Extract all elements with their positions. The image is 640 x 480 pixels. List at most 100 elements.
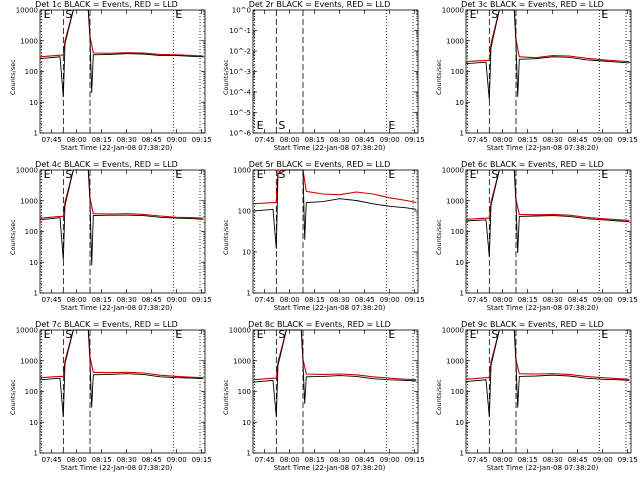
y-tick-label: 100 — [238, 388, 251, 396]
y-tick-label: 10 — [242, 249, 251, 257]
y-tick-label: 10 — [455, 99, 464, 107]
x-tick-label: 07:45 — [255, 296, 275, 304]
y-tick-label: 1000 — [446, 197, 464, 205]
x-tick-label: 08:15 — [305, 136, 325, 144]
x-tick-label: 08:15 — [305, 456, 325, 464]
plot-frame — [465, 169, 632, 294]
detector-panel: Det 9c BLACK = Events, RED = LLD 1 10 100 10… — [426, 320, 639, 480]
y-axis-label: Counts/sec — [9, 59, 17, 95]
x-tick-label: 09:15 — [405, 136, 425, 144]
time-marker-label: S — [65, 328, 72, 341]
time-marker-label: E — [470, 168, 477, 181]
y-tick-label: 1 — [460, 290, 464, 298]
x-tick-label: 08:15 — [92, 296, 112, 304]
x-tick-label: 08:30 — [330, 296, 350, 304]
x-tick-label: 07:45 — [255, 456, 275, 464]
x-tick-label: 08:45 — [355, 136, 375, 144]
y-tick-label: 1 — [460, 450, 464, 458]
time-marker-label: S — [491, 168, 498, 181]
events-series-line — [39, 169, 204, 266]
time-marker-label: E — [601, 168, 608, 181]
x-tick-label: 08:30 — [117, 136, 137, 144]
time-marker-label: E — [257, 168, 264, 181]
x-tick-label: 09:00 — [593, 456, 613, 464]
y-tick-label: 10^-2 — [229, 48, 251, 56]
x-tick-label: 08:00 — [280, 456, 300, 464]
time-marker-label: S — [278, 328, 285, 341]
events-series-line — [39, 329, 204, 417]
x-tick-label: 08:30 — [330, 456, 350, 464]
x-tick-label: 09:00 — [167, 456, 187, 464]
x-tick-label: 08:15 — [518, 136, 538, 144]
time-marker-label: E — [175, 8, 182, 21]
x-axis-label: Start Time (22-Jan-08 07:38:20) — [486, 304, 599, 312]
y-tick-label: 10000 — [16, 7, 38, 15]
panel-plot: 1 10 100 1000 10000 07:45 08:00 08:15 08:30 08:45… — [16, 327, 212, 465]
x-axis-label: Start Time (22-Jan-08 07:38:20) — [273, 144, 386, 152]
x-axis-label: Start Time (22-Jan-08 07:38:20) — [273, 304, 386, 312]
lld-series-line — [252, 329, 417, 381]
plot-frame — [252, 169, 419, 294]
x-tick-label: 09:00 — [593, 296, 613, 304]
panel-title: Det 6c BLACK = Events, RED = LLD — [461, 160, 604, 169]
y-tick-label: 1000 — [446, 357, 464, 365]
x-axis-label: Start Time (22-Jan-08 07:38:20) — [273, 464, 386, 472]
time-marker-label: E — [175, 328, 182, 341]
plot-frame — [252, 329, 419, 454]
y-tick-label: 1000 — [233, 357, 251, 365]
plot-frame — [465, 329, 632, 454]
time-marker-label: S — [491, 328, 498, 341]
x-tick-label: 09:15 — [192, 136, 212, 144]
x-tick-label: 07:45 — [468, 456, 488, 464]
x-tick-label: 08:00 — [67, 296, 87, 304]
x-tick-label: 08:30 — [330, 136, 350, 144]
x-tick-label: 09:00 — [380, 136, 400, 144]
x-tick-label: 08:00 — [493, 296, 513, 304]
y-tick-label: 100 — [25, 388, 38, 396]
y-tick-label: 100 — [451, 228, 464, 236]
x-tick-label: 08:45 — [142, 296, 162, 304]
y-tick-label: 1 — [34, 290, 38, 298]
x-axis-label: Start Time (22-Jan-08 07:38:20) — [486, 144, 599, 152]
events-series-line — [252, 169, 417, 249]
x-tick-label: 08:00 — [67, 136, 87, 144]
panel-title: Det 7c BLACK = Events, RED = LLD — [35, 320, 178, 329]
x-tick-label: 09:00 — [593, 136, 613, 144]
panel-plot: 1 10 100 1000 10000 07:45 08:00 08:15 08:30 08:45… — [442, 7, 638, 145]
y-tick-label: 10 — [29, 259, 38, 267]
x-tick-label: 08:45 — [142, 136, 162, 144]
y-tick-label: 10 — [455, 419, 464, 427]
time-marker-label: E — [601, 8, 608, 21]
time-marker-label: S — [65, 8, 72, 21]
y-tick-label: 100 — [25, 228, 38, 236]
events-series-line — [465, 329, 630, 417]
x-tick-label: 08:00 — [493, 456, 513, 464]
time-marker-label: E — [601, 328, 608, 341]
time-marker-label: E — [175, 168, 182, 181]
lld-series-line — [252, 169, 417, 205]
panel-title: Det 5r BLACK = Events, RED = LLD — [248, 160, 391, 169]
events-series-line — [465, 9, 630, 100]
y-axis-label: Counts/sec — [435, 219, 443, 255]
time-marker-label: S — [65, 168, 72, 181]
y-tick-label: 1000 — [233, 167, 251, 175]
y-axis-label: Counts/sec — [222, 219, 230, 255]
lld-series-line — [39, 9, 204, 58]
y-tick-label: 10^-1 — [229, 27, 251, 35]
y-tick-label: 10^-5 — [229, 109, 251, 117]
x-tick-label: 07:45 — [42, 456, 62, 464]
y-axis-label: Counts/sec — [222, 59, 230, 95]
x-tick-label: 09:15 — [192, 456, 212, 464]
y-axis-label: Counts/sec — [222, 379, 230, 415]
x-tick-label: 08:45 — [568, 296, 588, 304]
x-tick-label: 08:00 — [493, 136, 513, 144]
plot-frame — [252, 9, 419, 134]
y-tick-label: 10000 — [16, 167, 38, 175]
x-tick-label: 09:15 — [618, 456, 638, 464]
x-tick-label: 08:30 — [543, 136, 563, 144]
time-marker-label: E — [44, 328, 51, 341]
x-tick-label: 08:30 — [117, 296, 137, 304]
x-tick-label: 08:45 — [568, 456, 588, 464]
y-tick-label: 10000 — [442, 327, 464, 335]
